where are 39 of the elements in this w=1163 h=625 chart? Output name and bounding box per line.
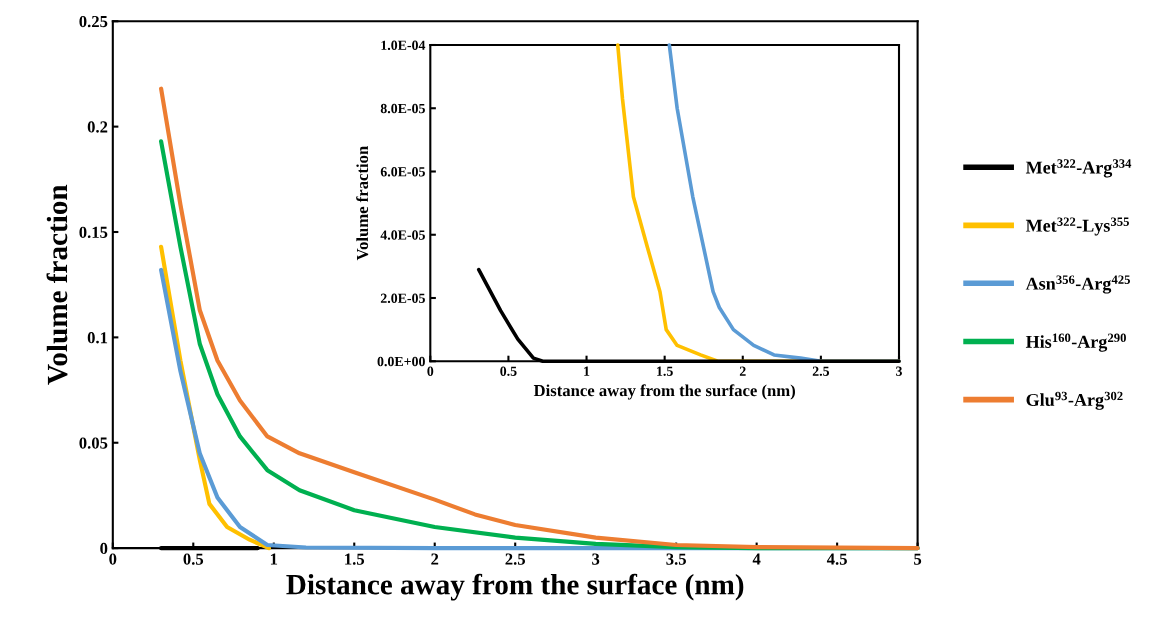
x-tick-label: 2.5 [812, 366, 830, 376]
x-tick-label: 3 [896, 366, 902, 376]
y-tick-label: 6.0E-05 [380, 167, 425, 177]
x-tick-label: 4 [752, 553, 761, 565]
x-tick-label: 1 [584, 366, 590, 376]
y-tick-label: 0.05 [79, 437, 108, 449]
y-tick-label: 0.0E+00 [377, 356, 425, 367]
x-tick-label: 0 [109, 553, 117, 565]
y-tick-label: 4.0E-05 [380, 230, 425, 240]
x-tick-label: 3 [592, 553, 600, 565]
y-tick-label: 0.25 [79, 15, 108, 28]
y-tick-label: 8.0E-05 [380, 103, 425, 114]
y-tick-label: 0.2 [87, 121, 108, 133]
y-tick-label: 0.15 [79, 226, 108, 239]
x-axis-title: Distance away from the surface (nm) [533, 384, 795, 400]
y-tick-label: 0.1 [87, 332, 108, 344]
y-axis-title: Volume fraction [46, 184, 68, 385]
legend-label: Met$^{322}$-Lys$^{355}$ [1025, 217, 1129, 236]
x-tick-label: 2 [739, 366, 746, 376]
legend-label: Asn$^{356}$-Arg$^{425}$ [1025, 275, 1130, 294]
y-tick-label: 2.0E-05 [380, 293, 425, 304]
x-tick-label: 1 [270, 553, 278, 565]
x-tick-label: 0.5 [500, 366, 517, 376]
x-tick-label: 1.5 [657, 366, 673, 376]
x-tick-label: 0.5 [183, 553, 204, 565]
y-tick-label: 0 [100, 542, 108, 555]
x-tick-label: 2 [431, 553, 439, 565]
x-tick-label: 3.5 [666, 553, 686, 565]
x-tick-label: 1.5 [345, 553, 365, 565]
x-tick-label: 5 [914, 553, 922, 565]
x-tick-label: 4.5 [826, 553, 847, 565]
y-tick-label: 1.0E-04 [381, 40, 426, 51]
x-axis-title: Distance away from the surface (nm) [286, 573, 744, 601]
x-tick-label: 0 [427, 366, 434, 376]
legend-label: Met$^{322}$-Arg$^{334}$ [1025, 159, 1132, 178]
legend-label: His$^{160}$-Arg$^{290}$ [1025, 333, 1126, 352]
y-axis-title: Volume fraction [356, 146, 369, 261]
x-tick-label: 2.5 [505, 553, 526, 565]
legend-label: Glu$^{93}$-Arg$^{302}$ [1026, 391, 1123, 410]
